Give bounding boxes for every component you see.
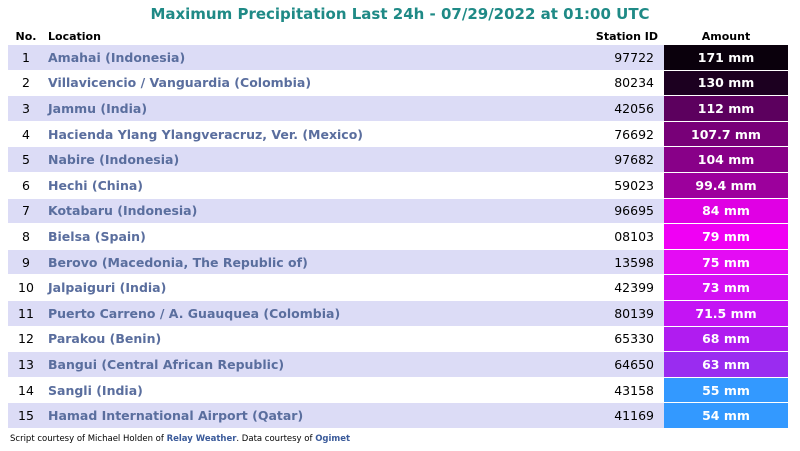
location: Bangui (Central African Republic): [44, 351, 544, 378]
station-id: 42399: [544, 274, 664, 301]
table-row: 5 Nabire (Indonesia) 97682 104 mm: [8, 146, 788, 173]
row-number: 13: [8, 351, 44, 378]
station-id: 59023: [544, 172, 664, 199]
location: Sangli (India): [44, 377, 544, 404]
location: Hechi (China): [44, 172, 544, 199]
amount: 112 mm: [664, 95, 788, 122]
table-row: 9 Berovo (Macedonia, The Republic of) 1359…: [8, 249, 788, 276]
footer-text: . Data courtesy of: [236, 434, 313, 444]
station-id: 64650: [544, 351, 664, 378]
amount: 107.7 mm: [664, 121, 788, 148]
table-row: 14 Sangli (India) 43158 55 mm: [8, 377, 788, 404]
footer: Script courtesy of Michael Holden of Rel…: [10, 434, 350, 444]
precipitation-table: No. Location Station ID Amount 1 Amahai (…: [8, 27, 788, 429]
row-number: 11: [8, 300, 44, 327]
location: Kotabaru (Indonesia): [44, 198, 544, 225]
footer-text: Script courtesy of Michael Holden of: [10, 434, 164, 444]
station-id: 41169: [544, 402, 664, 429]
amount: 71.5 mm: [664, 300, 788, 327]
amount: 130 mm: [664, 70, 788, 97]
amount: 75 mm: [664, 249, 788, 276]
station-id: 13598: [544, 249, 664, 276]
location: Nabire (Indonesia): [44, 146, 544, 173]
row-number: 1: [8, 45, 44, 71]
station-id: 08103: [544, 223, 664, 250]
table-row: 6 Hechi (China) 59023 99.4 mm: [8, 172, 788, 199]
amount: 54 mm: [664, 402, 788, 429]
amount: 68 mm: [664, 326, 788, 353]
row-number: 10: [8, 274, 44, 301]
location: Hacienda Ylang Ylangveracruz, Ver. (Mexi…: [44, 121, 544, 148]
location: Puerto Carreno / A. Guauquea (Colombia): [44, 300, 544, 327]
location: Jalpaiguri (India): [44, 274, 544, 301]
amount: 104 mm: [664, 146, 788, 173]
amount: 84 mm: [664, 198, 788, 225]
location: Berovo (Macedonia, The Republic of): [44, 249, 544, 276]
table-row: 2 Villavicencio / Vanguardia (Colombia) 80…: [8, 70, 788, 97]
station-id: 80139: [544, 300, 664, 327]
table-row: 4 Hacienda Ylang Ylangveracruz, Ver. (Mex…: [8, 121, 788, 148]
header-amount: Amount: [701, 29, 751, 43]
row-number: 4: [8, 121, 44, 148]
location: Parakou (Benin): [44, 326, 544, 353]
location: Hamad International Airport (Qatar): [44, 402, 544, 429]
location: Bielsa (Spain): [44, 223, 544, 250]
header-station-id: Station ID: [595, 29, 658, 43]
station-id: 96695: [544, 198, 664, 225]
table-row: 10 Jalpaiguri (India) 42399 73 mm: [8, 274, 788, 301]
header-no: No.: [15, 29, 37, 43]
table-body: 1 Amahai (Indonesia) 97722 171 mm 2 Villavice…: [8, 45, 788, 429]
table-row: 12 Parakou (Benin) 65330 68 mm: [8, 326, 788, 353]
row-number: 9: [8, 249, 44, 276]
footer-link[interactable]: Relay Weather: [166, 434, 237, 444]
station-id: 65330: [544, 326, 664, 353]
row-number: 6: [8, 172, 44, 199]
station-id: 97682: [544, 146, 664, 173]
amount: 55 mm: [664, 377, 788, 404]
station-id: 43158: [544, 377, 664, 404]
footer-link[interactable]: Ogimet: [315, 434, 351, 444]
amount: 63 mm: [664, 351, 788, 378]
row-number: 7: [8, 198, 44, 225]
amount: 171 mm: [664, 45, 788, 71]
table-row: 1 Amahai (Indonesia) 97722 171 mm: [8, 45, 788, 71]
table-row: 15 Hamad International Airport (Qatar) 411…: [8, 402, 788, 429]
row-number: 5: [8, 146, 44, 173]
table-row: 8 Bielsa (Spain) 08103 79 mm: [8, 223, 788, 250]
table-row: 13 Bangui (Central African Republic) 64650…: [8, 351, 788, 378]
amount: 73 mm: [664, 274, 788, 301]
amount: 79 mm: [664, 223, 788, 250]
amount: 99.4 mm: [664, 172, 788, 199]
row-number: 12: [8, 326, 44, 353]
station-id: 76692: [544, 121, 664, 148]
station-id: 97722: [544, 45, 664, 71]
table-row: 7 Kotabaru (Indonesia) 96695 84 mm: [8, 198, 788, 225]
table-row: 3 Jammu (India) 42056 112 mm: [8, 95, 788, 122]
row-number: 2: [8, 70, 44, 97]
row-number: 3: [8, 95, 44, 122]
station-id: 80234: [544, 70, 664, 97]
header-row: No. Location Station ID Amount: [8, 27, 788, 45]
location: Amahai (Indonesia): [44, 45, 544, 71]
row-number: 14: [8, 377, 44, 404]
title: Maximum Precipitation Last 24h - 07/29/2…: [150, 5, 650, 23]
location: Villavicencio / Vanguardia (Colombia): [44, 70, 544, 97]
station-id: 42056: [544, 95, 664, 122]
header-location: Location: [48, 29, 101, 43]
table-row: 11 Puerto Carreno / A. Guauquea (Colombia…: [8, 300, 788, 327]
row-number: 15: [8, 402, 44, 429]
row-number: 8: [8, 223, 44, 250]
location: Jammu (India): [44, 95, 544, 122]
